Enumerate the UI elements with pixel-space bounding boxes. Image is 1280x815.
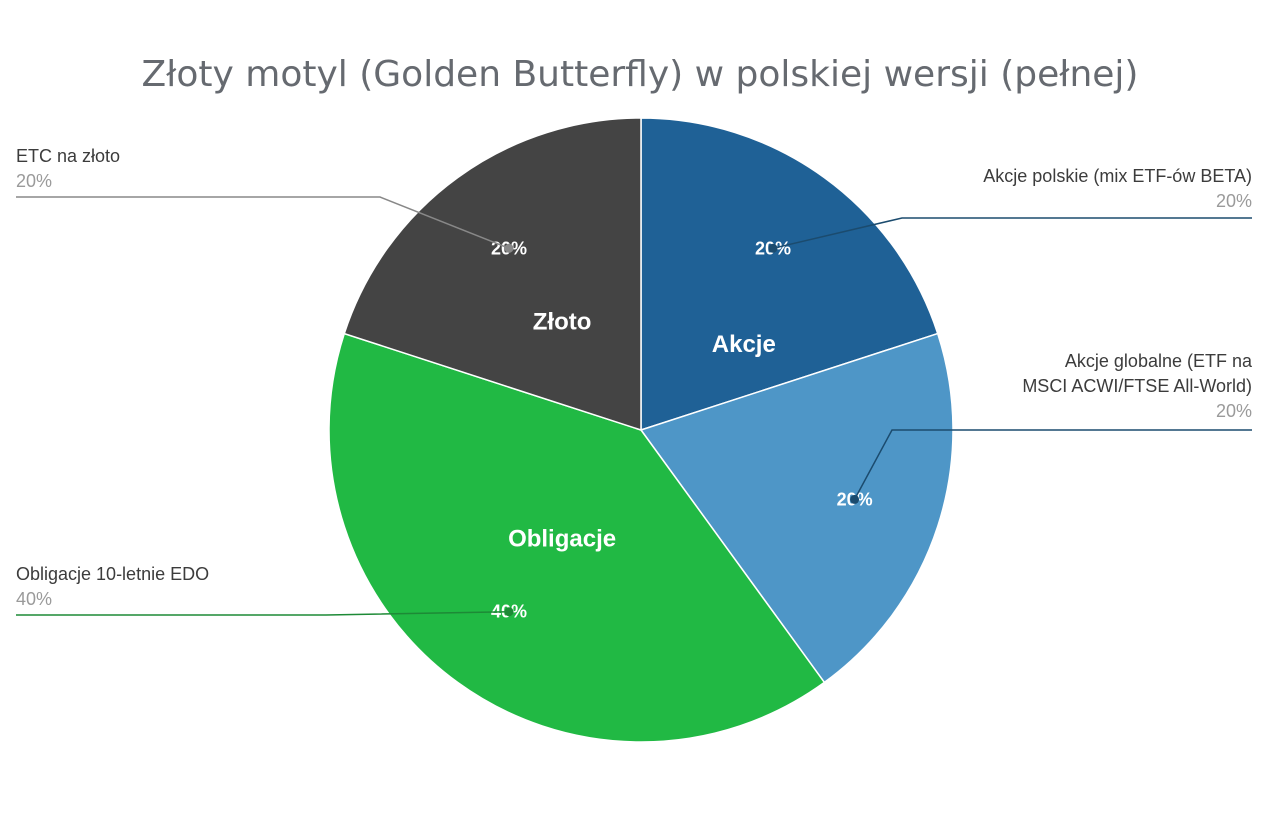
pie-slices (328, 117, 954, 743)
legend-callouts: Akcje polskie (mix ETF-ów BETA) 20% Akcje … (16, 146, 1253, 617)
legend-name-3-line-1: Obligacje 10-letnie EDO (16, 564, 209, 584)
legend-name-1-line-1: Akcje polskie (mix ETF-ów BETA) (983, 166, 1252, 186)
legend-name-2-line-1: Akcje globalne (ETF na (1065, 351, 1253, 371)
callout-line-3 (16, 610, 510, 616)
callout-dot-3 (504, 607, 514, 617)
chart-title: Złoty motyl (Golden Butterfly) w polskie… (142, 54, 1139, 95)
legend-percent-4: 20% (16, 171, 52, 191)
pie-slice-1 (640, 117, 939, 432)
callout-line-2 (853, 429, 1252, 500)
legend-percent-2: 20% (1216, 401, 1252, 421)
pie-slice-3 (328, 332, 826, 743)
callout-line-1 (772, 217, 1252, 250)
legend-percent-1: 20% (1216, 191, 1252, 211)
group-label-3: Złoto (533, 309, 592, 336)
group-labels: Akcje Obligacje Złoto (508, 309, 776, 553)
pie-slice-4 (343, 117, 642, 432)
callout-dot-2 (850, 494, 860, 504)
group-label-1: Akcje (712, 331, 776, 358)
group-label-2: Obligacje (508, 526, 616, 553)
callout-dot-1 (768, 243, 778, 253)
legend-percent-3: 40% (16, 589, 52, 609)
callout-line-4 (16, 196, 510, 249)
callout-dot-4 (504, 243, 514, 253)
legend-name-4-line-1: ETC na złoto (16, 146, 120, 166)
legend-name-2-line-2: MSCI ACWI/FTSE All-World) (1022, 376, 1252, 396)
pie-slice-2 (639, 332, 954, 684)
